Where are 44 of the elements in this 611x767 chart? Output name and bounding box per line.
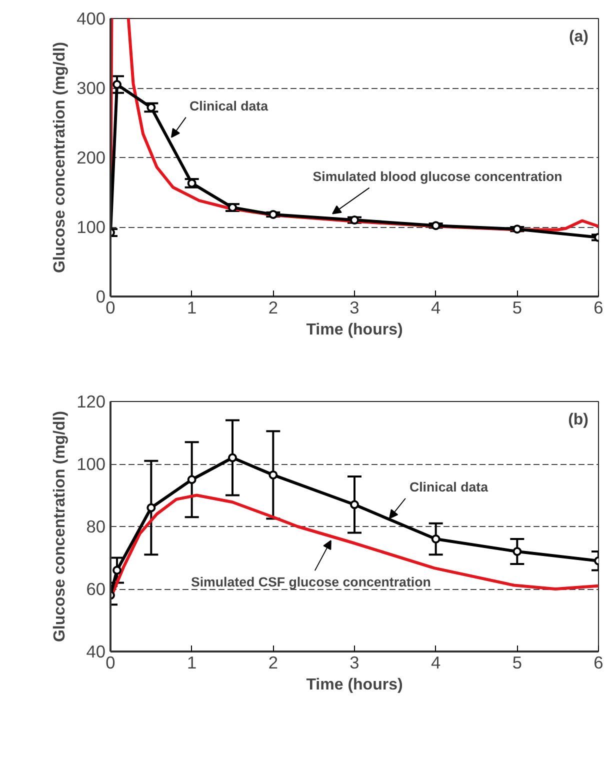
point	[268, 470, 278, 480]
point	[512, 224, 522, 234]
point	[146, 503, 156, 512]
x-tick-label: 2	[268, 298, 278, 318]
annotation: (a)	[568, 28, 589, 46]
x-tick-label: 4	[431, 652, 442, 672]
x-tick-label: 6	[594, 652, 604, 672]
y-tick-label: 400	[76, 8, 106, 28]
annotation: Simulated blood glucose concentration	[312, 168, 562, 184]
point	[112, 566, 122, 575]
x-axis-title: Time (hours)	[306, 322, 403, 338]
point	[350, 216, 359, 225]
x-tick-label: 3	[350, 298, 360, 318]
x-tick-label: 4	[431, 298, 442, 318]
annotation: Simulated CSF glucose concentration	[190, 574, 431, 590]
annotation: (b)	[568, 412, 589, 428]
point	[431, 534, 440, 544]
point	[228, 453, 237, 462]
x-tick-label: 1	[187, 298, 197, 318]
x-axis-title: Time (hours)	[306, 676, 403, 694]
y-tick-label: 60	[86, 579, 106, 599]
y-tick-label: 80	[86, 516, 106, 536]
y-tick-label: 120	[76, 392, 106, 412]
y-tick-label: 200	[76, 148, 106, 168]
point	[350, 500, 359, 510]
point	[512, 547, 522, 556]
point	[431, 221, 440, 230]
point	[268, 210, 278, 219]
x-tick-label: 1	[187, 652, 197, 672]
y-tick-label: 300	[76, 78, 106, 98]
x-tick-label: 5	[512, 652, 522, 672]
y-tick-label: 100	[76, 454, 106, 474]
annotation: Clinical data	[409, 479, 489, 494]
x-tick-label: 6	[594, 298, 604, 318]
y-axis-title: Glucose concentration (mg/dl)	[52, 410, 69, 642]
point	[112, 80, 122, 90]
y-tick-label: 100	[76, 217, 106, 237]
x-tick-label: 2	[268, 652, 278, 672]
x-tick-label: 5	[512, 298, 522, 318]
annotation: Clinical data	[190, 98, 269, 114]
y-axis-title: Glucose concentration (mg/dl)	[52, 42, 69, 274]
point	[187, 475, 196, 484]
x-tick-label: 3	[350, 652, 360, 672]
y-tick-label: 40	[86, 642, 106, 662]
